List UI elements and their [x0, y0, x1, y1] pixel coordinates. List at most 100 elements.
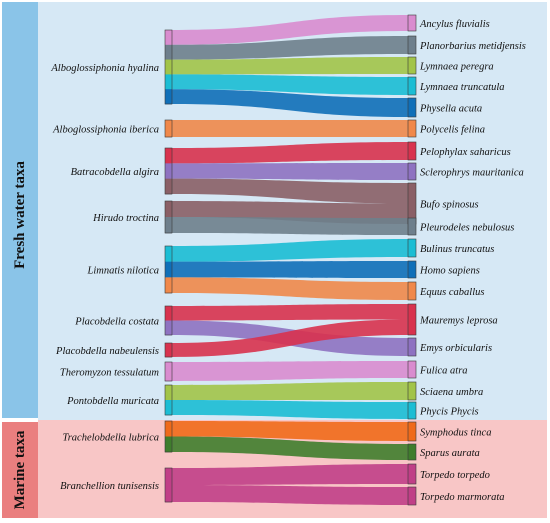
- link-alboglossiphonia-hyalina-to-ancylus-fluvialis: [172, 15, 408, 45]
- link-placobdella-costata-to-mauremys-leprosa: [172, 304, 408, 321]
- target-node-symphodus-tinca: [407, 421, 417, 442]
- link-pontobdella-muricata-to-sciaena-umbra: [172, 382, 408, 400]
- link-pontobdella-muricata-to-phycis-phycis: [172, 400, 408, 419]
- target-node-sparus-aurata: [407, 443, 417, 461]
- target-node-polycelis-felina: [407, 119, 417, 138]
- target-label-emys-orbicularis: Emys orbicularis: [419, 343, 492, 354]
- target-label-pelophylax-saharicus: Pelophylax saharicus: [419, 147, 511, 158]
- target-label-torpedo-torpedo: Torpedo torpedo: [420, 470, 490, 481]
- fresh-water-group-label: Fresh water taxa: [12, 161, 28, 269]
- target-label-ancylus-fluvialis: Ancylus fluvialis: [419, 19, 490, 30]
- link-limnatis-nilotica-to-homo-sapiens: [172, 261, 408, 278]
- source-node-outline: [164, 342, 173, 358]
- link-theromyzon-tessulatum-to-fulica-atra: [172, 361, 408, 381]
- source-node-segment: [165, 277, 172, 294]
- source-label-trachelobdella-lubrica: Trachelobdella lubrica: [62, 433, 159, 444]
- target-node-planorbarius-metidjensis: [407, 35, 417, 55]
- source-node-segment: [165, 59, 172, 75]
- link-batracobdella-algira-to-sclerophrys-mauritanica: [172, 163, 408, 180]
- source-node-outline: [164, 29, 173, 105]
- link-alboglossiphonia-hyalina-to-physella-acuta: [172, 89, 408, 117]
- source-node-segment: [165, 120, 172, 138]
- target-label-sciaena-umbra: Sciaena umbra: [420, 387, 483, 398]
- source-node-segment: [165, 246, 172, 262]
- source-label-limnatis-nilotica: Limnatis nilotica: [87, 266, 159, 277]
- source-node-placobdella-nabeulensis: [164, 342, 173, 358]
- source-node-outline: [164, 147, 173, 195]
- target-label-homo-sapiens: Homo sapiens: [419, 266, 480, 277]
- target-label-physella-acuta: Physella acuta: [419, 104, 482, 115]
- target-node-phycis-phycis: [407, 401, 417, 420]
- source-node-segment: [165, 421, 172, 437]
- source-node-pontobdella-muricata: [164, 384, 173, 416]
- link-branchellion-tunisensis-to-torpedo-marmorata: [172, 485, 408, 505]
- source-node-outline: [164, 119, 173, 138]
- target-node-torpedo-marmorata: [407, 486, 417, 506]
- marine-group-bar: [2, 422, 38, 518]
- source-node-outline: [164, 361, 173, 382]
- target-node-torpedo-torpedo: [407, 463, 417, 485]
- source-node-segment: [165, 89, 172, 105]
- link-batracobdella-algira-to-pelophylax-saharicus: [172, 142, 408, 164]
- source-node-segment: [165, 74, 172, 90]
- source-node-outline: [164, 305, 173, 336]
- target-node-fulica-atra: [407, 360, 417, 379]
- source-node-segment: [165, 385, 172, 401]
- source-label-hirudo-troctina: Hirudo troctina: [92, 213, 159, 224]
- source-node-segment: [165, 178, 172, 195]
- source-node-segment: [165, 400, 172, 416]
- source-labels: Alboglossiphonia hyalina Alboglossiphonia…: [50, 63, 159, 492]
- target-node-lymnaea-peregra: [407, 56, 417, 75]
- target-label-torpedo-marmorata: Torpedo marmorata: [420, 492, 505, 503]
- link-alboglossiphonia-hyalina-to-lymnaea-truncatula: [172, 74, 408, 95]
- target-node-homo-sapiens: [407, 260, 417, 279]
- target-label-sclerophrys-mauritanica: Sclerophrys mauritanica: [420, 168, 524, 179]
- target-label-equus-caballus: Equus caballus: [419, 287, 484, 298]
- source-label-branchellion-tunisensis: Branchellion tunisensis: [60, 481, 159, 492]
- source-label-alboglossiphonia-hyalina: Alboglossiphonia hyalina: [50, 63, 159, 74]
- target-label-bufo-spinosus: Bufo spinosus: [420, 200, 479, 211]
- link-trachelobdella-lubrica-to-symphodus-tinca: [172, 421, 408, 441]
- link-limnatis-nilotica-to-equus-caballus: [172, 277, 408, 300]
- target-label-fulica-atra: Fulica atra: [419, 366, 468, 377]
- link-alboglossiphonia-hyalina-to-planorbarius-metidjensis: [172, 36, 408, 60]
- source-node-outline: [164, 467, 173, 503]
- source-node-hirudo-troctina: [164, 200, 173, 234]
- link-hirudo-troctina-to-pleurodeles-nebulosus: [172, 217, 408, 235]
- source-node-segment: [165, 306, 172, 321]
- target-labels: Ancylus fluvialis Planorbarius metidjensi…: [419, 19, 526, 503]
- source-node-segment: [165, 320, 172, 336]
- target-node-lymnaea-truncatula: [407, 76, 417, 96]
- source-node-segment: [165, 30, 172, 46]
- target-node-sclerophrys-mauritanica: [407, 162, 417, 181]
- source-label-placobdella-costata: Placobdella costata: [74, 317, 159, 328]
- link-branchellion-tunisensis-to-torpedo-torpedo: [172, 464, 408, 485]
- source-node-segment: [165, 362, 172, 382]
- target-node-sciaena-umbra: [407, 381, 417, 401]
- target-label-polycelis-felina: Polycelis felina: [419, 125, 485, 136]
- target-label-lymnaea-peregra: Lymnaea peregra: [419, 62, 494, 73]
- link-trachelobdella-lubrica-to-sparus-aurata: [172, 436, 408, 460]
- source-node-segment: [165, 436, 172, 453]
- source-node-trachelobdella-lubrica: [164, 420, 173, 453]
- source-node-alboglossiphonia-hyalina: [164, 29, 173, 105]
- source-node-limnatis-nilotica: [164, 245, 173, 294]
- source-node-theromyzon-tessulatum: [164, 361, 173, 382]
- target-node-ancylus-fluvialis: [407, 14, 417, 32]
- source-node-placobdella-costata: [164, 305, 173, 336]
- source-node-batracobdella-algira: [164, 147, 173, 195]
- source-node-outline: [164, 245, 173, 294]
- source-node-outline: [164, 420, 173, 453]
- target-node-physella-acuta: [407, 97, 417, 118]
- source-node-segment: [165, 44, 172, 60]
- link-placobdella-nabeulensis-to-mauremys-leprosa: [172, 319, 408, 357]
- target-label-bulinus-truncatus: Bulinus truncatus: [420, 244, 494, 255]
- source-label-alboglossiphonia-iberica: Alboglossiphonia iberica: [52, 125, 159, 136]
- source-label-batracobdella-algira: Batracobdella algira: [71, 167, 159, 178]
- source-node-segment: [165, 485, 172, 503]
- source-label-theromyzon-tessulatum: Theromyzon tessulatum: [60, 368, 159, 379]
- source-label-pontobdella-muricata: Pontobdella muricata: [66, 396, 159, 407]
- target-node-emys-orbicularis: [407, 337, 417, 357]
- target-label-pleurodeles-nebulosus: Pleurodeles nebulosus: [419, 223, 514, 234]
- target-node-pleurodeles-nebulosus: [407, 217, 417, 236]
